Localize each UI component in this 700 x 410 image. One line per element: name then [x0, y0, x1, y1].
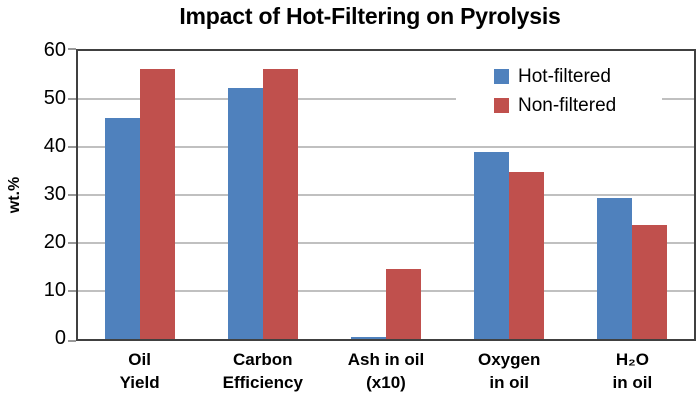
- bar-hot-filtered: [104, 118, 140, 339]
- x-axis-category-label: Ash in oil (x10): [324, 348, 447, 394]
- x-axis-category-line2: (x10): [366, 373, 406, 392]
- x-axis-category-line2: Efficiency: [222, 373, 303, 392]
- bar-non-filtered: [509, 171, 545, 339]
- legend-swatch: [494, 69, 509, 84]
- y-tick-mark-30: [68, 194, 76, 196]
- bar-hot-filtered: [351, 337, 386, 339]
- legend-swatch: [494, 98, 509, 113]
- bar-hot-filtered: [227, 88, 263, 339]
- bar-non-filtered: [632, 225, 668, 339]
- x-axis-category-line2: in oil: [489, 373, 530, 392]
- y-tick-label-40: 40: [43, 135, 66, 157]
- y-tick-label-20: 20: [43, 231, 66, 253]
- x-axis-category-label: Carbon Efficiency: [201, 348, 324, 394]
- y-tick-mark-60: [68, 48, 76, 50]
- chart-title: Impact of Hot-Filtering on Pyrolysis: [179, 3, 561, 29]
- legend-label: Non-filtered: [518, 94, 617, 116]
- plot-area: Hot-filtered Non-filtered: [76, 49, 696, 341]
- legend: Hot-filtered Non-filtered: [456, 59, 662, 123]
- x-axis-category-line2: Yield: [119, 373, 160, 392]
- bar-non-filtered: [386, 269, 421, 339]
- x-axis-category-line1: Ash in oil: [347, 350, 425, 369]
- y-tick-label-60: 60: [43, 39, 66, 61]
- bar-hot-filtered: [474, 151, 510, 339]
- bar-non-filtered: [139, 69, 175, 339]
- x-axis-category-label: Oxygen in oil: [448, 348, 571, 394]
- legend-item-hot-filtered: Hot-filtered: [494, 62, 662, 91]
- x-axis-category-line2: in oil: [612, 373, 653, 392]
- y-tick-mark-40: [68, 146, 76, 148]
- gridline-20: [78, 242, 694, 244]
- gridline-30: [78, 194, 694, 196]
- bar-hot-filtered: [597, 198, 633, 339]
- y-tick-label-30: 30: [43, 183, 66, 205]
- y-tick-label-0: 0: [54, 327, 66, 349]
- y-tick-label-50: 50: [43, 87, 66, 109]
- y-tick-mark-50: [68, 98, 76, 100]
- bar-non-filtered: [262, 69, 298, 339]
- gridline-40: [78, 146, 694, 148]
- y-tick-label-10: 10: [43, 279, 66, 301]
- x-axis-category-line1: Carbon: [233, 350, 293, 369]
- x-axis-category-label: H₂O in oil: [571, 348, 694, 394]
- y-tick-mark-0: [68, 340, 76, 342]
- x-axis-category-line1: Oil: [128, 350, 151, 369]
- legend-item-non-filtered: Non-filtered: [494, 91, 662, 120]
- legend-label: Hot-filtered: [518, 65, 611, 87]
- gridline-50: [78, 98, 694, 100]
- x-axis-category-line1: H₂O: [615, 350, 649, 369]
- x-axis-category-label: Oil Yield: [78, 348, 201, 394]
- y-tick-mark-20: [68, 242, 76, 244]
- y-tick-mark-10: [68, 290, 76, 292]
- x-axis-category-line1: Oxygen: [478, 350, 541, 369]
